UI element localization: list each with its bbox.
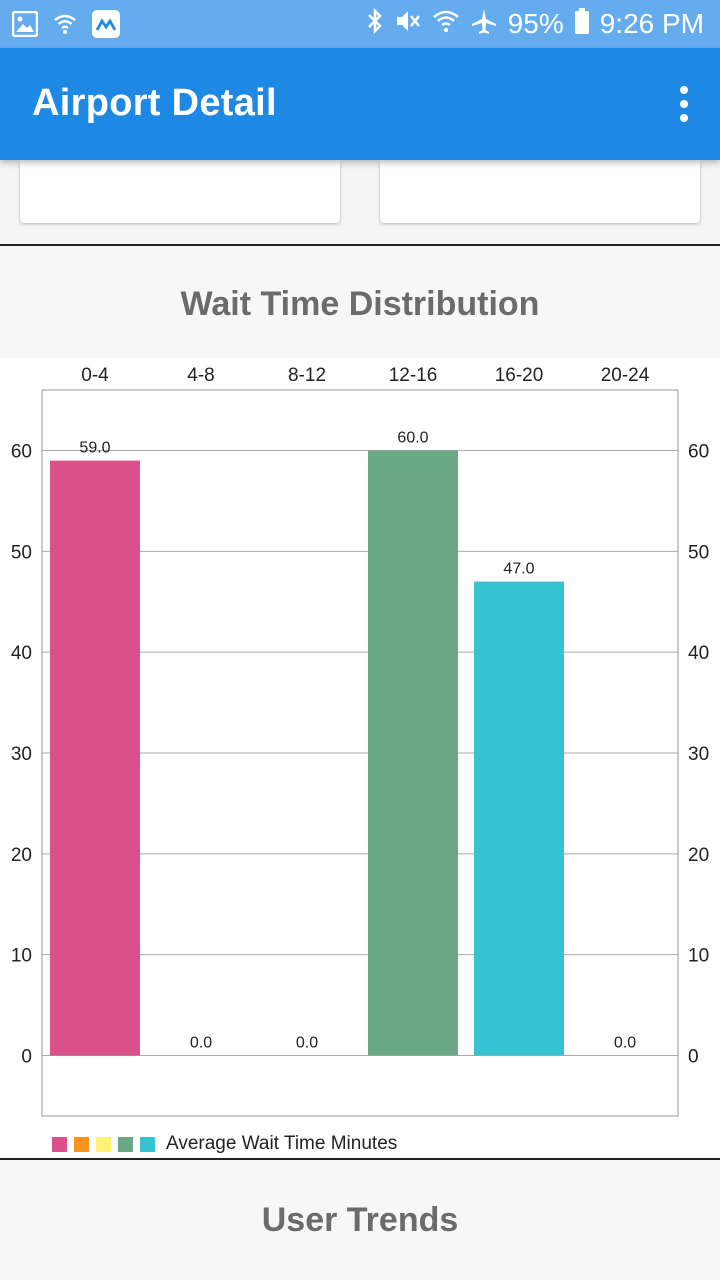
app-bar: Airport Detail xyxy=(0,48,720,160)
wait-time-section-title: Wait Time Distribution xyxy=(0,246,720,358)
bar-0-4 xyxy=(50,460,140,1056)
y-tick-label-left: 0 xyxy=(21,1047,32,1068)
y-tick-label-right: 0 xyxy=(688,1047,699,1068)
data-label: 59.0 xyxy=(79,440,110,457)
y-tick-label-left: 10 xyxy=(11,946,32,967)
info-card-left[interactable] xyxy=(20,160,340,223)
data-label: 0.0 xyxy=(190,1035,212,1052)
data-label: 47.0 xyxy=(503,561,534,578)
legend-swatch xyxy=(118,1136,133,1152)
data-label: 0.0 xyxy=(614,1035,636,1052)
x-tick-label: 16-20 xyxy=(495,365,544,386)
wifi-icon xyxy=(52,11,78,42)
x-tick-label: 0-4 xyxy=(81,365,109,386)
battery-icon xyxy=(574,7,590,42)
info-cards-area xyxy=(0,160,720,244)
mute-icon xyxy=(394,7,422,42)
y-tick-label-right: 20 xyxy=(688,845,709,866)
clock: 9:26 PM xyxy=(599,8,704,39)
x-tick-label: 4-8 xyxy=(187,365,214,386)
y-tick-label-right: 40 xyxy=(688,643,709,664)
y-tick-label-right: 50 xyxy=(688,542,709,563)
y-tick-label-right: 10 xyxy=(688,946,709,967)
bluetooth-icon xyxy=(366,7,384,42)
wifi-signal-icon xyxy=(432,7,460,42)
bar-12-16 xyxy=(368,450,458,1056)
status-bar: 95% 9:26 PM xyxy=(0,0,720,48)
x-tick-label: 8-12 xyxy=(288,365,326,386)
data-label: 0.0 xyxy=(296,1035,318,1052)
legend-swatch xyxy=(74,1136,89,1152)
y-tick-label-left: 20 xyxy=(11,845,32,866)
divider xyxy=(0,244,720,246)
legend-label: Average Wait Time Minutes xyxy=(166,1133,398,1154)
user-trends-section-title: User Trends xyxy=(0,1160,720,1280)
info-card-right[interactable] xyxy=(380,160,700,223)
y-tick-label-left: 50 xyxy=(11,542,32,563)
overflow-menu-icon[interactable] xyxy=(678,86,690,122)
app-icon xyxy=(92,10,120,43)
x-tick-label: 20-24 xyxy=(601,365,650,386)
battery-percent: 95% xyxy=(507,8,564,39)
airplane-icon xyxy=(470,7,498,42)
y-tick-label-left: 40 xyxy=(11,643,32,664)
legend-swatch xyxy=(140,1136,155,1152)
wait-time-chart: 0 0 10 10 20 20 30 30 40 40 50 50 60 60 59.0 0-4 0.0 4-8 0… xyxy=(11,365,709,1117)
data-label: 60.0 xyxy=(397,430,428,447)
y-tick-label-left: 30 xyxy=(11,744,32,765)
divider xyxy=(0,1158,720,1160)
legend-swatch xyxy=(52,1136,67,1152)
legend-swatch xyxy=(96,1136,111,1152)
chart-legend: Average Wait Time Minutes xyxy=(52,1133,397,1155)
y-tick-label-right: 30 xyxy=(688,744,709,765)
y-tick-label-left: 60 xyxy=(11,442,32,463)
x-tick-label: 12-16 xyxy=(389,365,438,386)
page-title: Airport Detail xyxy=(32,82,277,124)
image-icon xyxy=(11,10,39,42)
chart-area: 0 0 10 10 20 20 30 30 40 40 50 50 60 60 59.0 0-4 0.0 4-8 0… xyxy=(0,358,720,1158)
y-tick-label-right: 60 xyxy=(688,442,709,463)
bar-16-20 xyxy=(474,581,564,1056)
